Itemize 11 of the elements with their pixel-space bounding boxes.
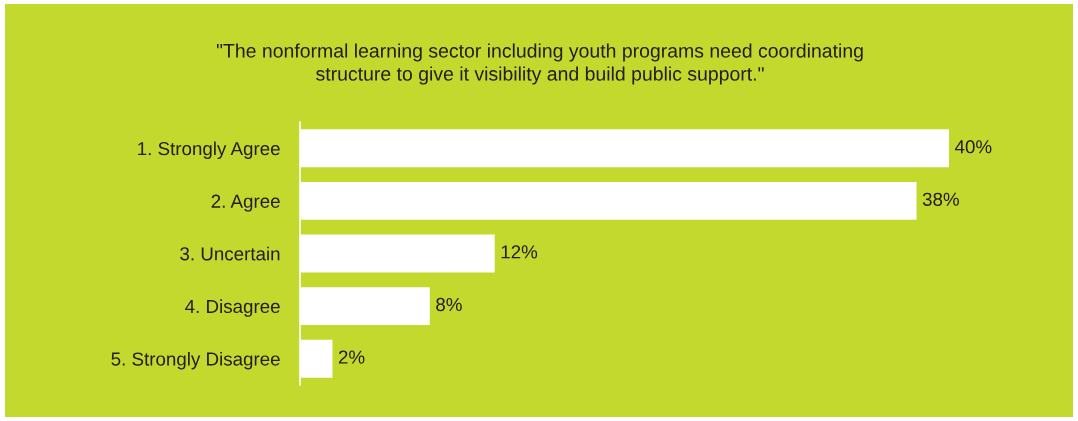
data-label: 38% [922,192,959,206]
data-label: 40% [954,140,992,154]
data-label: 12% [501,245,538,259]
y-tick-label: 2. Agree [211,194,280,212]
y-tick-label: 3. Uncertain [180,246,280,261]
y-tick-label: 5. Strongly Disagree [111,351,280,370]
data-label: 2% [338,350,365,364]
y-tick-label: 1. Strongly Agree [138,141,280,159]
y-tick-label: 4. Disagree [185,299,280,317]
data-label: 8% [436,297,462,312]
chart-title: "The nonformal learning sector including youth programs need coordinating structure to give it visibility and build public support." [216,43,863,85]
